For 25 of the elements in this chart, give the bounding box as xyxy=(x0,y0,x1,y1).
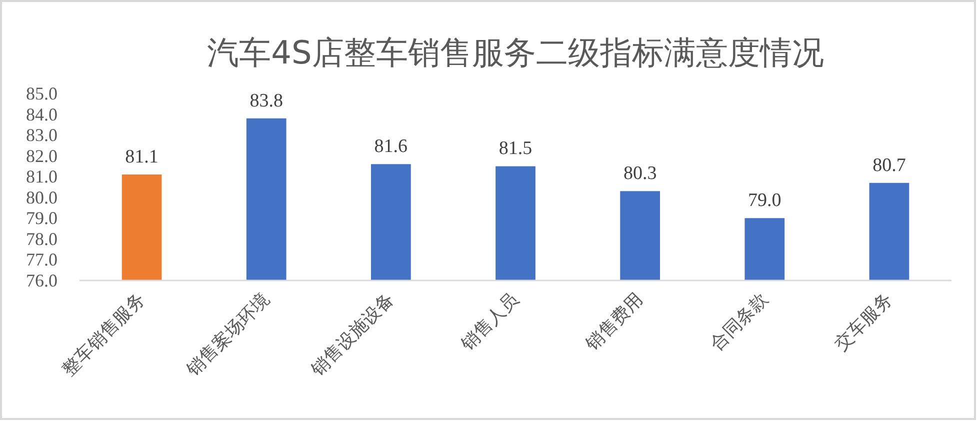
y-tick-label: 85.0 xyxy=(26,84,58,104)
data-label: 80.3 xyxy=(623,163,657,184)
x-tick-label: 销售人员 xyxy=(456,289,523,356)
data-label: 81.5 xyxy=(498,138,532,160)
data-label: 79.0 xyxy=(748,190,782,212)
y-tick-label: 78.0 xyxy=(26,228,58,249)
data-label: 83.8 xyxy=(250,90,283,112)
y-tick-label: 81.0 xyxy=(26,166,58,187)
y-tick-label: 80.0 xyxy=(26,187,58,208)
x-tick-label: 销售设施设备 xyxy=(306,289,398,381)
y-tick-label: 77.0 xyxy=(26,250,58,270)
y-tick-label: 76.0 xyxy=(26,270,58,290)
data-label: 80.7 xyxy=(872,154,906,176)
y-tick-label: 82.0 xyxy=(26,146,58,166)
x-tick-label: 交车服务 xyxy=(830,289,897,355)
data-label: 81.6 xyxy=(374,136,408,158)
y-tick-label: 83.0 xyxy=(26,125,58,146)
y-tick-label: 79.0 xyxy=(26,208,58,228)
data-label: 81.1 xyxy=(125,146,158,168)
x-tick-label: 销售案场环境 xyxy=(182,289,274,381)
x-tick-label: 整车销售服务 xyxy=(58,289,150,380)
chart-title: 汽车4S店整车销售服务二级指标满意度情况 xyxy=(207,34,824,72)
x-tick-label: 合同条款 xyxy=(706,289,772,355)
x-tick-label: 销售费用 xyxy=(581,289,648,356)
y-tick-label: 84.0 xyxy=(26,104,58,124)
